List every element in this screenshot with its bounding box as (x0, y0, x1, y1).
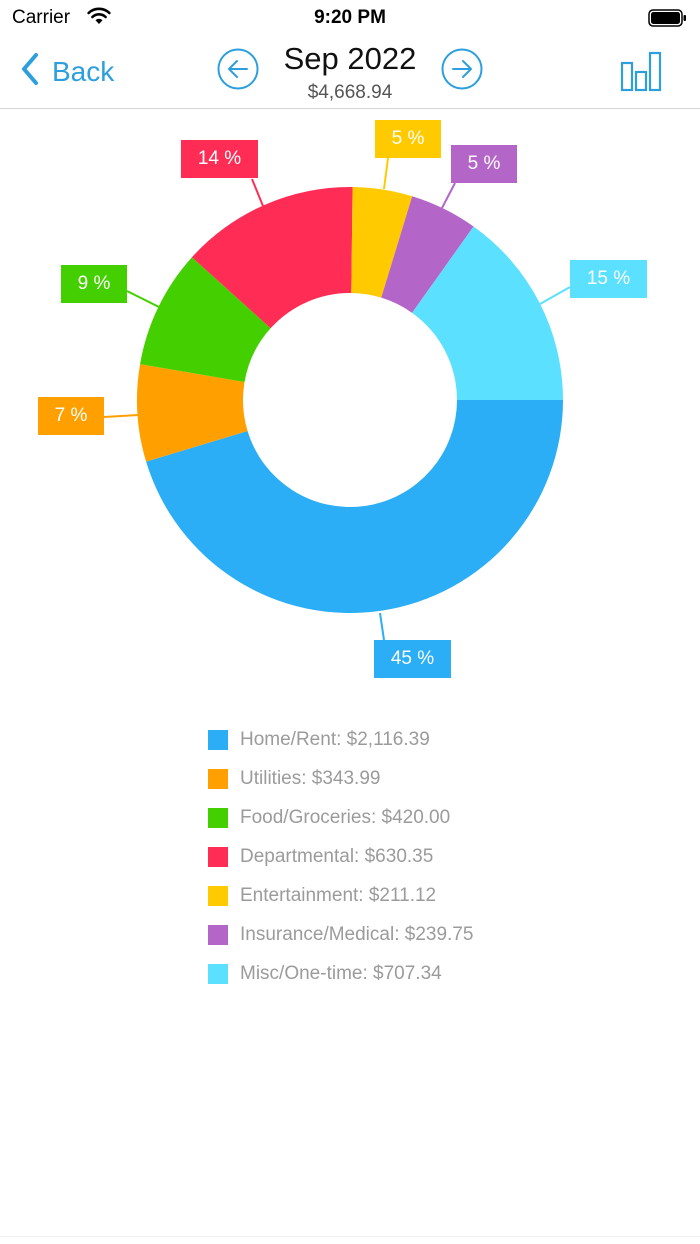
legend-swatch (208, 807, 228, 828)
percent-label-insurance: 5 % (451, 145, 517, 183)
chevron-left-icon (20, 52, 40, 91)
legend-label: Insurance/Medical: $239.75 (240, 923, 474, 945)
page-title: Sep 2022 (283, 41, 417, 76)
donut-slice-food-groceries[interactable] (140, 257, 271, 382)
legend-item-food: Food/Groceries: $420.00 (208, 798, 473, 837)
leader-line-home (379, 612, 385, 641)
donut-chart-canvas (103, 157, 571, 641)
percent-label-entertainment: 5 % (375, 120, 441, 158)
arrow-right-circle-icon (441, 48, 483, 94)
donut-slice-misc-one-time[interactable] (412, 226, 563, 400)
legend-swatch (208, 768, 228, 789)
back-button[interactable]: Back (20, 52, 114, 91)
legend-swatch (208, 729, 228, 750)
clock: 9:20 PM (314, 7, 386, 28)
legend-label: Entertainment: $211.12 (240, 884, 437, 906)
legend-label: Departmental: $630.35 (240, 845, 434, 867)
legend-swatch (208, 846, 228, 867)
bar-chart-icon (620, 51, 664, 96)
battery-icon (648, 8, 688, 33)
legend-item-insurance: Insurance/Medical: $239.75 (208, 915, 473, 954)
donut-slice-home-rent[interactable] (146, 400, 563, 613)
legend-label: Home/Rent: $2,116.39 (240, 728, 430, 750)
legend-swatch (208, 963, 228, 984)
legend-item-misc: Misc/One-time: $707.34 (208, 954, 473, 993)
donut-slice-departmental[interactable] (191, 187, 353, 329)
legend-label: Misc/One-time: $707.34 (240, 962, 442, 984)
percent-label-misc: 15 % (570, 260, 647, 298)
legend-item-home: Home/Rent: $2,116.39 (208, 720, 473, 759)
leader-line-food (126, 290, 160, 308)
next-month-button[interactable] (441, 48, 483, 90)
donut-slice-utilities[interactable] (137, 364, 248, 462)
leader-line-misc (539, 286, 571, 305)
donut-chart: 45 % 7 % 9 % 14 % 5 % 5 % 15 % (0, 109, 700, 699)
leader-line-entertainment (383, 157, 389, 190)
bar-chart-button[interactable] (620, 50, 664, 97)
legend-item-utilities: Utilities: $343.99 (208, 759, 473, 798)
legend-swatch (208, 924, 228, 945)
leader-line-insurance (441, 182, 456, 209)
previous-month-button[interactable] (217, 48, 259, 90)
arrow-left-circle-icon (217, 48, 259, 94)
donut-slice-entertainment[interactable] (351, 187, 413, 298)
bottom-divider (0, 1236, 700, 1237)
legend-item-entertainment: Entertainment: $211.12 (208, 876, 473, 915)
donut-slice-insurance-medical[interactable] (381, 196, 474, 313)
carrier-label: Carrier (12, 7, 71, 28)
percent-label-utilities: 7 % (38, 397, 104, 435)
percent-label-departmental: 14 % (181, 140, 258, 178)
legend-label: Food/Groceries: $420.00 (240, 806, 451, 828)
percent-label-home: 45 % (374, 640, 451, 678)
status-bar: Carrier 9:20 PM (0, 0, 700, 36)
navigation-bar: Back Sep 2022 $4,668.94 (0, 36, 700, 109)
percent-label-food: 9 % (61, 265, 127, 303)
leader-line-utilities (103, 414, 139, 418)
back-label: Back (52, 55, 115, 87)
month-total: $4,668.94 (307, 82, 393, 103)
legend-swatch (208, 885, 228, 906)
legend-label: Utilities: $343.99 (240, 767, 381, 789)
legend-item-departmental: Departmental: $630.35 (208, 837, 473, 876)
leader-line-departmental (251, 178, 264, 207)
chart-legend: Home/Rent: $2,116.39 Utilities: $343.99 … (208, 720, 473, 993)
wifi-icon (86, 6, 112, 31)
